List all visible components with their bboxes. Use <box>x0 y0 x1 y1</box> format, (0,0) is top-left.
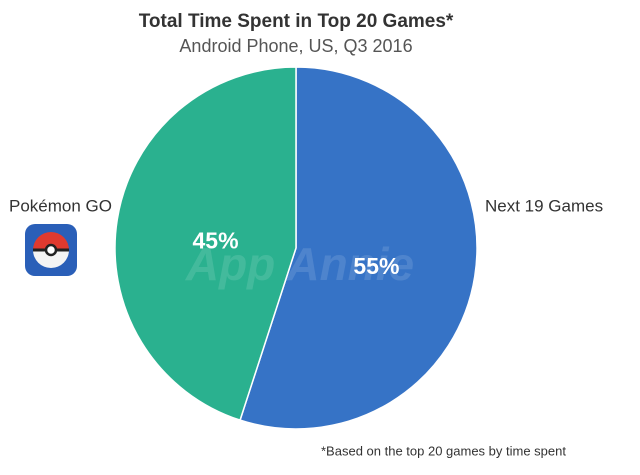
icon-ball-bottom <box>33 250 69 268</box>
value-label: 55% <box>353 253 399 279</box>
icon-button <box>44 243 58 257</box>
pie <box>114 66 478 430</box>
category-label: Pokémon GO <box>9 196 112 215</box>
pie-slice <box>239 66 478 430</box>
chart-title: Total Time Spent in Top 20 Games* <box>139 11 454 32</box>
footnote: *Based on the top 20 games by time spent <box>321 443 566 458</box>
pie-slice <box>114 66 297 422</box>
chart-subtitle: Android Phone, US, Q3 2016 <box>179 36 412 56</box>
category-label: Next 19 Games <box>485 196 603 215</box>
pokemon-go-icon <box>25 224 77 276</box>
icon-ball-top <box>33 232 69 250</box>
watermark: App Annie <box>185 238 414 290</box>
value-label: 45% <box>193 227 239 253</box>
